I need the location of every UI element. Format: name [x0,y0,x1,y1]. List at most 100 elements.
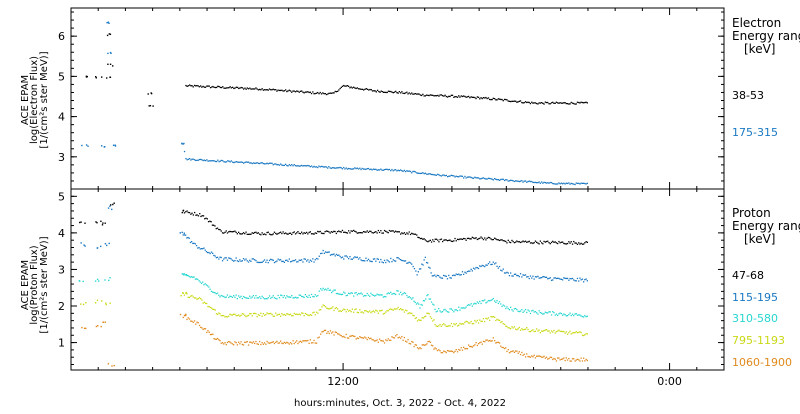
data-point [542,356,544,358]
data-point [233,260,235,262]
data-point [213,254,215,257]
data-point [313,339,315,342]
data-point [322,165,324,168]
data-point [263,89,266,91]
data-point [453,175,455,177]
data-point [225,161,228,163]
data-point [409,343,412,345]
data-point [468,237,470,239]
data-point [458,324,460,326]
data-point [512,275,514,277]
data-point [495,342,497,344]
data-point [521,276,523,278]
data-point [204,328,207,330]
data-point [84,222,86,224]
data-point [494,237,496,239]
data-point [474,268,476,270]
data-point [209,306,212,309]
data-point [491,340,493,342]
data-point [267,231,269,233]
data-point [477,322,480,324]
data-point [578,280,580,282]
data-point [529,330,532,333]
data-point [454,176,456,178]
data-point [395,90,397,92]
data-point [251,88,253,90]
data-point [516,274,518,277]
data-point [554,241,556,243]
data-point [475,321,477,323]
data-point [526,101,528,104]
data-point [209,333,212,336]
data-point [552,358,554,361]
data-point [289,90,292,92]
data-point [438,349,440,351]
data-point [402,309,404,311]
data-point [283,261,285,263]
data-point [543,181,545,183]
data-point [470,320,472,323]
data-point [254,297,256,299]
data-point [461,271,464,273]
data-point [521,351,523,354]
data-point [243,88,245,90]
data-point [494,263,496,265]
data-point [511,179,513,182]
data-point [581,243,584,245]
electron-legend-175-315: 175-315 [732,126,778,139]
data-point [539,102,541,104]
data-point [212,85,214,88]
data-point [240,86,242,89]
data-point [294,165,297,167]
data-point [223,258,225,260]
data-point [229,161,231,163]
data-point [558,329,560,331]
data-point [411,232,413,234]
data-point [456,310,459,312]
data-point [324,166,326,168]
data-point [555,183,558,185]
data-point [317,230,319,233]
data-point [272,315,274,317]
data-point [519,100,522,102]
data-point [260,234,262,236]
x-axis-title: hours:minutes, Oct. 3, 2022 - Oct. 4, 20… [294,398,506,409]
data-point [563,313,565,315]
data-point [505,347,507,349]
data-point [320,288,322,290]
data-point [376,293,378,295]
data-point [586,333,588,335]
data-point [569,242,571,244]
data-point [382,262,384,264]
data-point [219,86,221,89]
data-point [281,89,283,91]
data-point [391,293,393,295]
data-point [268,233,271,235]
data-point [219,340,221,342]
data-point [579,102,581,104]
data-point [511,275,513,277]
data-point [197,298,199,300]
data-point [417,172,419,174]
data-point [578,182,580,184]
data-point [361,260,363,262]
data-point [471,177,473,179]
data-point [348,85,350,87]
data-point [332,290,334,292]
data-point [294,313,297,315]
data-point [250,260,252,262]
data-point [371,260,373,263]
data-point [485,96,487,99]
data-point [386,91,388,94]
data-point [576,243,579,245]
data-point [386,340,388,342]
data-point [208,306,210,308]
data-point [409,93,412,95]
data-point [451,309,454,311]
data-point [333,230,335,232]
data-point [208,85,210,87]
data-point [348,310,350,312]
data-point [519,180,522,182]
data-point [407,170,409,172]
data-point [317,337,319,339]
